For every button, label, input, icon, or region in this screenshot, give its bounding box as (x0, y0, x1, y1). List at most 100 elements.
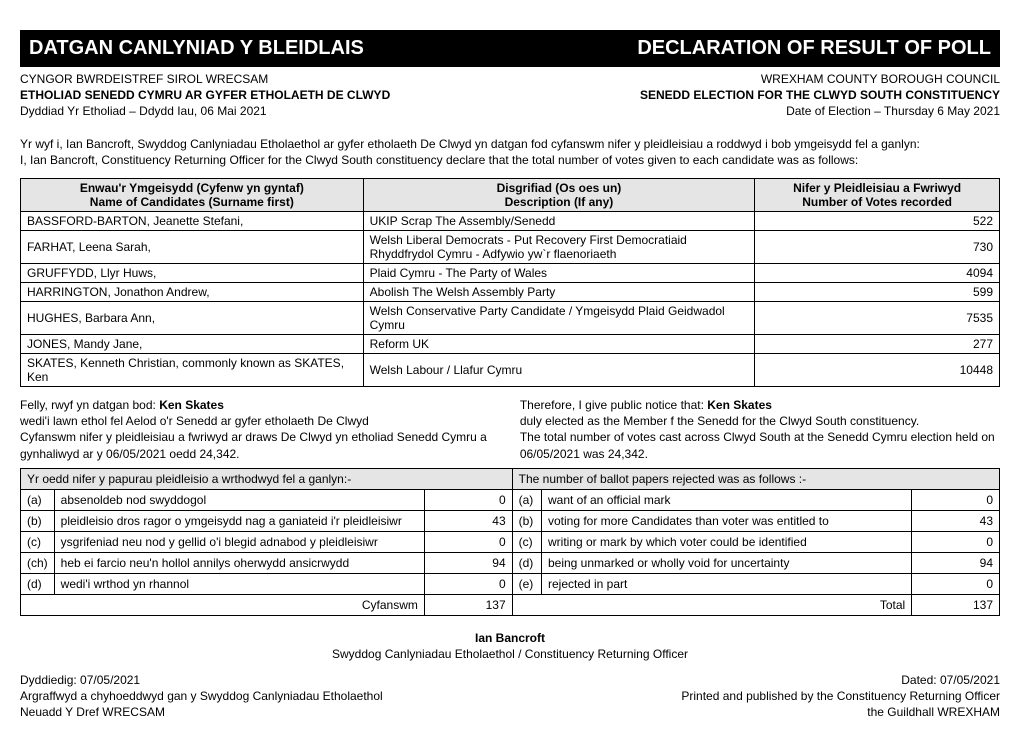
footer-left: Dyddiedig: 07/05/2021 Argraffwyd a chyho… (20, 672, 383, 721)
rej-hdr-w: Yr oedd nifer y papurau pleidleisio a wr… (21, 468, 513, 489)
cand-desc: Welsh Liberal Democrats - Put Recovery F… (363, 230, 755, 263)
th-name: Enwau'r Ymgeisydd (Cyfenw yn gyntaf) Nam… (21, 178, 364, 211)
total-e-num: 137 (912, 594, 1000, 615)
footer-l-place: Neuadd Y Dref WRECSAM (20, 704, 383, 720)
th-votes-e: Number of Votes recorded (761, 195, 993, 209)
banner-right: DECLARATION OF RESULT OF POLL (510, 31, 999, 66)
rej-n-e: 0 (912, 489, 1000, 510)
cand-votes: 730 (755, 230, 1000, 263)
rej-n-e: 94 (912, 552, 1000, 573)
notice-e-pre: Therefore, I give public notice that: (520, 398, 707, 412)
notice-w-l2: Cyfanswm nifer y pleidleisiau a fwriwyd … (20, 430, 487, 460)
rej-k-e: (c) (512, 531, 541, 552)
cand-votes: 4094 (755, 263, 1000, 282)
notice-w-l1: wedi'i lawn ethol fel Aelod o'r Senedd a… (20, 414, 369, 428)
cand-desc: Welsh Labour / Llafur Cymru (363, 353, 755, 386)
notice-w-winner: Ken Skates (159, 398, 224, 412)
rej-k-w: (d) (21, 573, 55, 594)
table-row: JONES, Mandy Jane,Reform UK277 (21, 334, 1000, 353)
rej-n-w: 0 (424, 531, 512, 552)
table-row: FARHAT, Leena Sarah,Welsh Liberal Democr… (21, 230, 1000, 263)
th-votes: Nifer y Pleidleisiau a Fwriwyd Number of… (755, 178, 1000, 211)
table-row: (d)wedi'i wrthod yn rhannol0(e)rejected … (21, 573, 1000, 594)
th-votes-w: Nifer y Pleidleisiau a Fwriwyd (793, 181, 961, 195)
election-english: SENEDD ELECTION FOR THE CLWYD SOUTH CONS… (640, 87, 1000, 103)
cand-votes: 10448 (755, 353, 1000, 386)
rej-k-w: (a) (21, 489, 55, 510)
rej-r-e: voting for more Candidates than voter wa… (541, 510, 911, 531)
rej-r-e: want of an official mark (541, 489, 911, 510)
rej-r-w: heb ei farcio neu'n hollol annilys oherw… (54, 552, 424, 573)
cand-votes: 277 (755, 334, 1000, 353)
council-welsh: CYNGOR BWRDEISTREF SIROL WRECSAM (20, 71, 390, 87)
header-right: WREXHAM COUNTY BOROUGH COUNCIL SENEDD EL… (640, 71, 1000, 120)
cand-desc: Welsh Conservative Party Candidate / Ymg… (363, 301, 755, 334)
cand-name: GRUFFYDD, Llyr Huws, (21, 263, 364, 282)
cand-desc: Abolish The Welsh Assembly Party (363, 282, 755, 301)
rej-n-w: 43 (424, 510, 512, 531)
th-desc: Disgrifiad (Os oes un) Description (If a… (363, 178, 755, 211)
rej-k-w: (b) (21, 510, 55, 531)
council-english: WREXHAM COUNTY BOROUGH COUNCIL (640, 71, 1000, 87)
total-w-num: 137 (424, 594, 512, 615)
footer-r-printed: Printed and published by the Constituenc… (681, 688, 1000, 704)
notice-e-l1: duly elected as the Member f the Senedd … (520, 414, 919, 428)
cand-name: HARRINGTON, Jonathon Andrew, (21, 282, 364, 301)
elected-notice: Felly, rwyf yn datgan bod: Ken Skates we… (20, 387, 1000, 468)
election-welsh: ETHOLIAD SENEDD CYMRU AR GYFER ETHOLAETH… (20, 87, 390, 103)
rej-r-w: pleidleisio dros ragor o ymgeisydd nag a… (54, 510, 424, 531)
total-w-label: Cyfanswm (21, 594, 425, 615)
declaration-welsh: Yr wyf i, Ian Bancroft, Swyddog Canlynia… (20, 136, 1000, 152)
th-name-e: Name of Candidates (Surname first) (27, 195, 357, 209)
rej-n-w: 0 (424, 573, 512, 594)
notice-e-l2: The total number of votes cast across Cl… (520, 430, 995, 460)
table-row: HUGHES, Barbara Ann,Welsh Conservative P… (21, 301, 1000, 334)
table-row: BASSFORD-BARTON, Jeanette Stefani,UKIP S… (21, 211, 1000, 230)
notice-english: Therefore, I give public notice that: Ke… (520, 397, 1000, 462)
title-banner: DATGAN CANLYNIAD Y BLEIDLAIS DECLARATION… (20, 30, 1000, 67)
footer: Dyddiedig: 07/05/2021 Argraffwyd a chyho… (20, 672, 1000, 721)
cand-name: BASSFORD-BARTON, Jeanette Stefani, (21, 211, 364, 230)
rej-r-e: rejected in part (541, 573, 911, 594)
date-welsh: Dyddiad Yr Etholiad – Ddydd Iau, 06 Mai … (20, 103, 390, 119)
cand-name: SKATES, Kenneth Christian, commonly know… (21, 353, 364, 386)
rej-k-e: (e) (512, 573, 541, 594)
officer-name: Ian Bancroft (20, 630, 1000, 646)
cand-votes: 599 (755, 282, 1000, 301)
cand-name: FARHAT, Leena Sarah, (21, 230, 364, 263)
rej-n-w: 0 (424, 489, 512, 510)
cand-name: JONES, Mandy Jane, (21, 334, 364, 353)
header-left: CYNGOR BWRDEISTREF SIROL WRECSAM ETHOLIA… (20, 71, 390, 120)
date-english: Date of Election – Thursday 6 May 2021 (640, 103, 1000, 119)
table-row: HARRINGTON, Jonathon Andrew,Abolish The … (21, 282, 1000, 301)
rej-k-e: (b) (512, 510, 541, 531)
table-row: SKATES, Kenneth Christian, commonly know… (21, 353, 1000, 386)
rej-r-w: ysgrifeniad neu nod y gellid o'i blegid … (54, 531, 424, 552)
declaration-english: I, Ian Bancroft, Constituency Returning … (20, 152, 1000, 168)
rej-r-e: writing or mark by which voter could be … (541, 531, 911, 552)
cand-desc: Plaid Cymru - The Party of Wales (363, 263, 755, 282)
rej-k-e: (d) (512, 552, 541, 573)
table-row: (b)pleidleisio dros ragor o ymgeisydd na… (21, 510, 1000, 531)
th-desc-e: Description (If any) (370, 195, 749, 209)
rej-k-w: (ch) (21, 552, 55, 573)
candidates-table: Enwau'r Ymgeisydd (Cyfenw yn gyntaf) Nam… (20, 178, 1000, 387)
table-row: GRUFFYDD, Llyr Huws,Plaid Cymru - The Pa… (21, 263, 1000, 282)
rej-n-e: 0 (912, 531, 1000, 552)
notice-e-winner: Ken Skates (707, 398, 772, 412)
header-info: CYNGOR BWRDEISTREF SIROL WRECSAM ETHOLIA… (20, 67, 1000, 130)
cand-name: HUGHES, Barbara Ann, (21, 301, 364, 334)
th-desc-w: Disgrifiad (Os oes un) (497, 181, 622, 195)
rej-hdr-e: The number of ballot papers rejected was… (512, 468, 999, 489)
notice-w-pre: Felly, rwyf yn datgan bod: (20, 398, 159, 412)
officer-block: Ian Bancroft Swyddog Canlyniadau Etholae… (20, 616, 1000, 672)
cand-votes: 7535 (755, 301, 1000, 334)
table-row: (ch)heb ei farcio neu'n hollol annilys o… (21, 552, 1000, 573)
footer-r-dated: Dated: 07/05/2021 (681, 672, 1000, 688)
table-row: (a)absenoldeb nod swyddogol0(a)want of a… (21, 489, 1000, 510)
cand-desc: Reform UK (363, 334, 755, 353)
rej-k-w: (c) (21, 531, 55, 552)
total-e-label: Total (512, 594, 912, 615)
rej-n-e: 43 (912, 510, 1000, 531)
cand-votes: 522 (755, 211, 1000, 230)
